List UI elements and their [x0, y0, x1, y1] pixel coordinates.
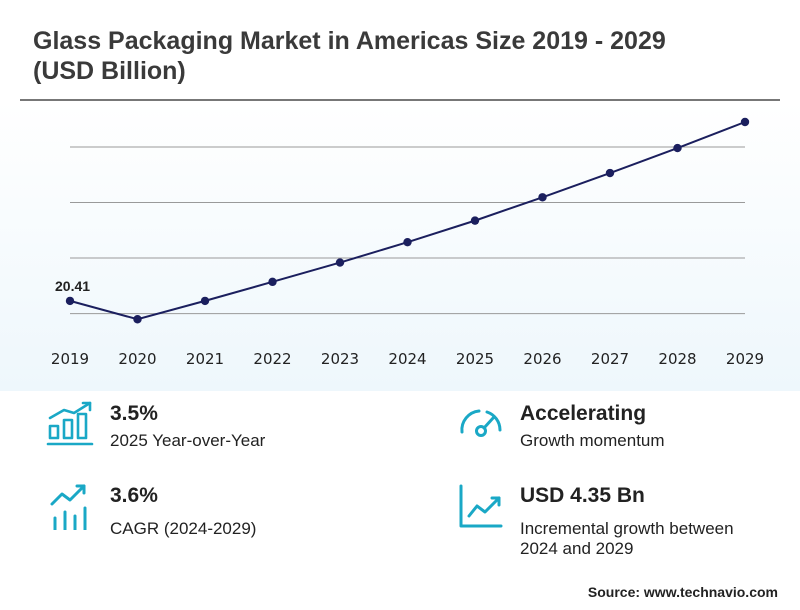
stat-cagr-value: 3.6% [110, 484, 158, 507]
stat-yoy-value: 3.5% [110, 402, 158, 425]
line-chart: 2019 2020 2021 2022 2023 2024 2025 2026 2027 2028… [51, 117, 764, 368]
stat-incremental-value: USD 4.35 Bn [520, 484, 645, 507]
title-divider [20, 99, 780, 101]
source-note: Source: www.technavio.com [587, 584, 778, 600]
chart-title: Glass Packaging Market in Americas Size … [33, 27, 666, 85]
data-point-2024 [403, 237, 412, 247]
x-tick-label-2020: 2020 [118, 350, 156, 368]
data-point-2023 [335, 258, 345, 267]
data-point-2026 [538, 193, 547, 202]
stat-cagr: 3.6% CAGR (2024-2029) [46, 482, 376, 542]
stat-momentum-desc: Growth momentum [520, 431, 665, 450]
series-line-0 [69, 121, 746, 321]
data-point-2020 [133, 315, 142, 324]
data-point-2021 [200, 296, 210, 306]
x-tick-label-2021: 2021 [186, 350, 224, 368]
data-point-2027 [605, 168, 615, 178]
data-point-2029 [740, 117, 750, 127]
x-tick-label-2022: 2022 [253, 350, 291, 368]
x-tick-label-2019: 2019 [51, 350, 89, 368]
bar-chart-up-icon [46, 401, 94, 446]
x-tick-label-2023: 2023 [321, 350, 359, 368]
bar-trend-icon [50, 484, 87, 530]
stat-momentum-value: Accelerating [520, 402, 647, 425]
x-tick-label-2029: 2029 [726, 350, 764, 368]
stat-incremental-desc: Incremental growth between 2024 and 2029 [520, 519, 734, 558]
x-tick-label-2025: 2025 [456, 350, 494, 368]
x-tick-label-2024: 2024 [388, 350, 426, 368]
x-tick-label-2026: 2026 [523, 350, 561, 368]
stat-yoy-desc: 2025 Year-over-Year [110, 431, 266, 450]
data-label-2019: 20.41 [55, 278, 90, 294]
data-point-2028 [673, 143, 682, 153]
x-tick-label-2028: 2028 [658, 350, 696, 368]
data-point-2019 [65, 296, 75, 306]
data-point-2025 [470, 216, 480, 225]
x-tick-label-2027: 2027 [591, 350, 629, 368]
chart-background [0, 101, 800, 391]
stat-momentum: Accelerating Growth momentum [457, 400, 787, 460]
stat-yoy: 3.5% 2025 Year-over-Year [46, 400, 376, 460]
data-point-2022 [268, 277, 277, 287]
stat-incremental: USD 4.35 Bn Incremental growth between 2… [457, 482, 787, 562]
stat-cagr-desc: CAGR (2024-2029) [110, 519, 257, 538]
trend-chart-icon [459, 484, 503, 528]
speedometer-icon [460, 409, 502, 437]
